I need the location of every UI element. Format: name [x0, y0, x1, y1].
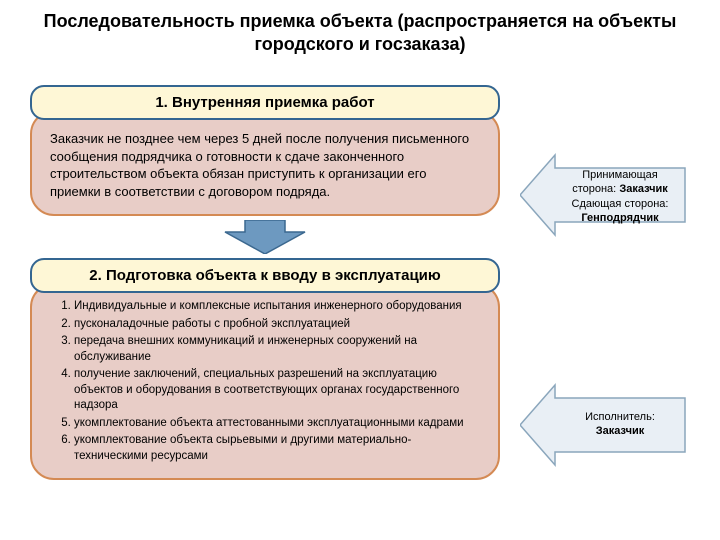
step2-body: Индивидуальные и комплексные испытания и…	[30, 283, 500, 480]
list-item: передача внешних коммуникаций и инженерн…	[74, 334, 482, 365]
page-title: Последовательность приемка объекта (расп…	[0, 0, 720, 63]
side-arrow-1-text: Принимающая сторона: Заказчик Сдающая ст…	[560, 168, 680, 225]
list-item: Индивидуальные и комплексные испытания и…	[74, 299, 482, 315]
list-item: укомплектование объекта сырьевыми и друг…	[74, 433, 482, 464]
side-arrow-2: Исполнитель: Заказчик	[520, 380, 690, 470]
list-item: получение заключений, специальных разреш…	[74, 367, 482, 414]
step2-header: 2. Подготовка объекта к вводу в эксплуат…	[30, 258, 500, 293]
step1-header: 1. Внутренняя приемка работ	[30, 85, 500, 120]
list-item: укомплектование объекта аттестованными э…	[74, 416, 482, 432]
list-item: пусконаладочные работы с пробной эксплуа…	[74, 317, 482, 333]
side-arrow-2-text: Исполнитель: Заказчик	[560, 410, 680, 439]
steps-column: 1. Внутренняя приемка работ Заказчик не …	[30, 85, 500, 480]
step2-list: Индивидуальные и комплексные испытания и…	[60, 299, 482, 464]
down-arrow-icon	[30, 220, 500, 254]
step1-body: Заказчик не позднее чем через 5 дней пос…	[30, 110, 500, 216]
side-arrow-1: Принимающая сторона: Заказчик Сдающая ст…	[520, 150, 690, 240]
